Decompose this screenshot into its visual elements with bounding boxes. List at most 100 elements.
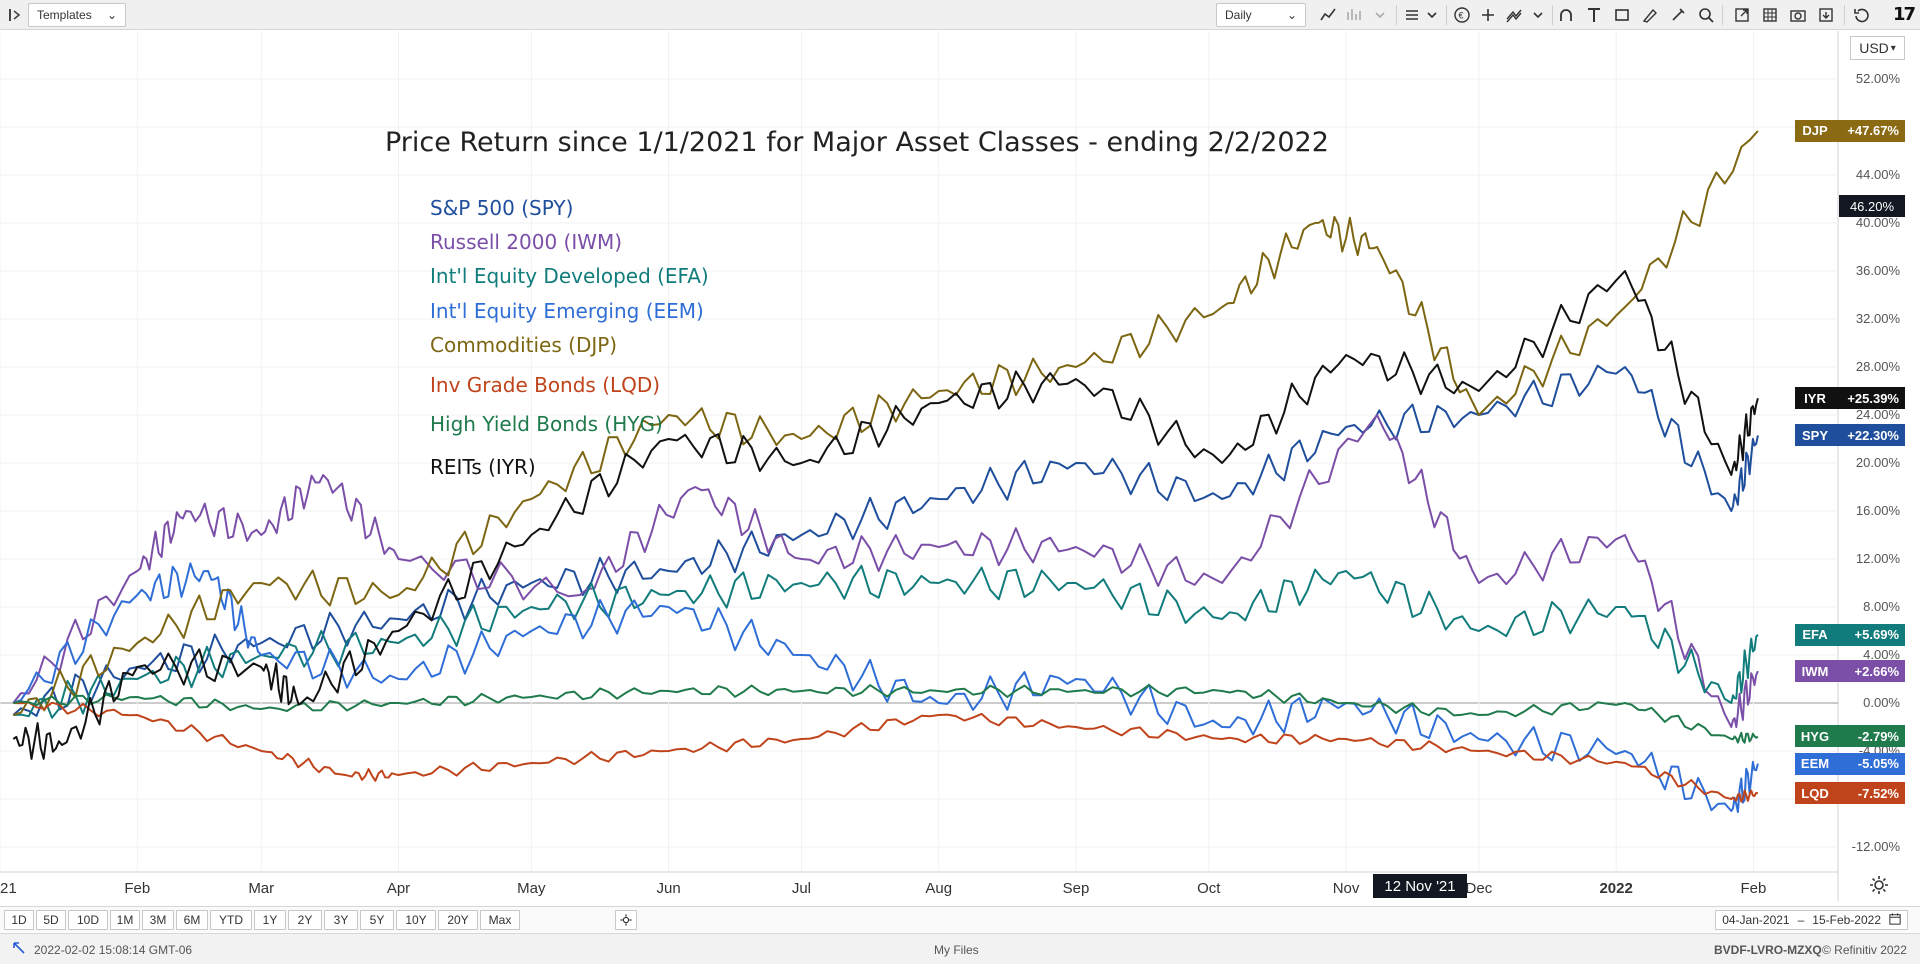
chevron-down-icon: ⌄ (1286, 8, 1297, 22)
range-button-5y[interactable]: 5Y (360, 910, 394, 930)
legend-item-lqd: Inv Grade Bonds (LQD) (430, 373, 661, 397)
range-button-max[interactable]: Max (480, 910, 520, 930)
price-tag-hyg: HYG -2.79% (1795, 725, 1905, 748)
x-tick-label: 2022 (1599, 880, 1632, 897)
range-button-1y[interactable]: 1Y (254, 910, 286, 930)
compare-icon[interactable] (1342, 3, 1366, 27)
x-tick-label: Jul (792, 880, 811, 897)
templates-dropdown[interactable]: Templates ⌄ (28, 3, 126, 27)
rectangle-tool-icon[interactable] (1610, 3, 1634, 27)
y-tick-label: 44.00% (1856, 167, 1901, 182)
price-tag-symbol: LQD (1801, 785, 1829, 801)
toolbar-divider (1446, 5, 1447, 25)
range-button-1m[interactable]: 1M (110, 910, 140, 930)
maximize-icon[interactable] (1730, 3, 1754, 27)
zoom-icon[interactable] (1694, 3, 1718, 27)
y-tick-label: 52.00% (1856, 71, 1901, 86)
export-icon[interactable] (1814, 3, 1838, 27)
range-button-ytd[interactable]: YTD (210, 910, 252, 930)
y-tick-label: 36.00% (1856, 263, 1901, 278)
undo-icon[interactable] (1850, 3, 1874, 27)
date-range-picker[interactable]: 04-Jan-2021 – 15-Feb-2022 (1715, 910, 1908, 930)
series-line-iwm (12, 414, 1759, 729)
legend-item-eem: Int'l Equity Emerging (EEM) (430, 299, 704, 323)
range-button-10d[interactable]: 10D (68, 910, 108, 930)
currency-label: USD (1859, 40, 1889, 56)
series-line-hyg (13, 684, 1759, 744)
y-tick-label: 28.00% (1856, 359, 1901, 374)
price-tag-value: +5.69% (1854, 627, 1899, 643)
gear-icon[interactable] (1868, 874, 1890, 896)
chevron-down-icon[interactable] (1526, 3, 1550, 27)
x-tick-label: Aug (925, 880, 952, 897)
range-button-6m[interactable]: 6M (176, 910, 208, 930)
range-button-1d[interactable]: 1D (4, 910, 34, 930)
price-tag-spy: SPY +22.30% (1795, 424, 1905, 447)
range-button-10y[interactable]: 10Y (396, 910, 436, 930)
price-tag-value: -2.79% (1857, 728, 1899, 744)
indicators-icon[interactable] (1400, 3, 1424, 27)
series-line-iyr (12, 270, 1759, 760)
line-chart-icon[interactable] (1316, 3, 1340, 27)
date-range-start: 04-Jan-2021 (1722, 913, 1790, 927)
price-tag-symbol: DJP (1802, 123, 1828, 139)
chart-area[interactable]: 52.00%48.00%44.00%40.00%36.00%32.00%28.0… (0, 31, 1920, 901)
fib-icon[interactable] (1502, 3, 1526, 27)
pen-icon[interactable] (1666, 3, 1690, 27)
brush-icon[interactable] (1638, 3, 1662, 27)
sidebar-toggle-icon[interactable] (4, 3, 28, 27)
x-tick-label: 2021 (0, 880, 17, 897)
legend-item-efa: Int'l Equity Developed (EFA) (430, 264, 709, 288)
horizontal-line-icon[interactable] (1476, 3, 1500, 27)
series-line-djp (13, 130, 1759, 716)
interval-dropdown[interactable]: Daily ⌄ (1216, 3, 1306, 27)
chevron-down-icon[interactable] (1368, 3, 1392, 27)
refresh-icon[interactable] (12, 941, 26, 958)
chart-title: Price Return since 1/1/2021 for Major As… (385, 127, 1329, 158)
chevron-down-icon: ⌄ (106, 8, 117, 22)
series-line-eem (12, 562, 1759, 813)
text-tool-icon[interactable] (1582, 3, 1606, 27)
y-tick-label: 8.00% (1863, 599, 1900, 614)
price-tag-iyr: IYR +25.39% (1795, 387, 1905, 410)
y-tick-label: 32.00% (1856, 311, 1901, 326)
legend-item-hyg: High Yield Bonds (HYG) (430, 412, 663, 436)
range-bar: 1D 5D 10D 1M 3M 6M YTD 1Y 2Y 3Y 5Y 10Y 20Y Max 04-Jan… (0, 906, 1920, 932)
x-tick-label: Apr (387, 880, 410, 897)
price-tag-symbol: IYR (1804, 390, 1826, 406)
price-tag-symbol: IWM (1801, 663, 1829, 679)
x-tick-label: May (517, 880, 546, 897)
x-tick-label: Jun (657, 880, 681, 897)
range-button-20y[interactable]: 20Y (438, 910, 478, 930)
interval-label: Daily (1225, 8, 1252, 22)
toolbar-divider (1396, 5, 1397, 25)
x-tick-label: Mar (248, 880, 274, 897)
my-files-link[interactable]: My Files (934, 943, 979, 957)
euro-icon[interactable]: € (1450, 3, 1474, 27)
svg-text:€: € (1459, 11, 1464, 21)
x-tick-label: Dec (1466, 880, 1493, 897)
y-tick-label: 0.00% (1863, 695, 1900, 710)
top-toolbar: Templates ⌄ Daily ⌄ € 17 (0, 0, 1920, 30)
range-settings-icon[interactable] (615, 910, 637, 930)
screenshot-icon[interactable] (1786, 3, 1810, 27)
date-range-separator: – (1797, 913, 1805, 927)
price-tag-value: +47.67% (1847, 123, 1899, 139)
table-icon[interactable] (1758, 3, 1782, 27)
chart-canvas[interactable]: 52.00%48.00%44.00%40.00%36.00%32.00%28.0… (0, 31, 1920, 901)
currency-selector[interactable]: USD ▾ (1850, 36, 1905, 60)
magnet-icon[interactable] (1554, 3, 1578, 27)
legend-item-djp: Commodities (DJP) (430, 333, 618, 357)
x-tick-label: Oct (1197, 880, 1221, 897)
session-code: BVDF-LVRO-MZXQ (1714, 943, 1822, 957)
x-tick-label: Feb (1741, 880, 1767, 897)
range-button-3y[interactable]: 3Y (324, 910, 358, 930)
price-tag-value: +22.30% (1847, 427, 1899, 443)
toolbar-divider (1552, 5, 1553, 25)
chevron-down-icon[interactable] (1420, 3, 1444, 27)
y-tick-label: 16.00% (1856, 503, 1901, 518)
range-button-2y[interactable]: 2Y (288, 910, 322, 930)
range-button-5d[interactable]: 5D (36, 910, 66, 930)
range-button-3m[interactable]: 3M (142, 910, 174, 930)
